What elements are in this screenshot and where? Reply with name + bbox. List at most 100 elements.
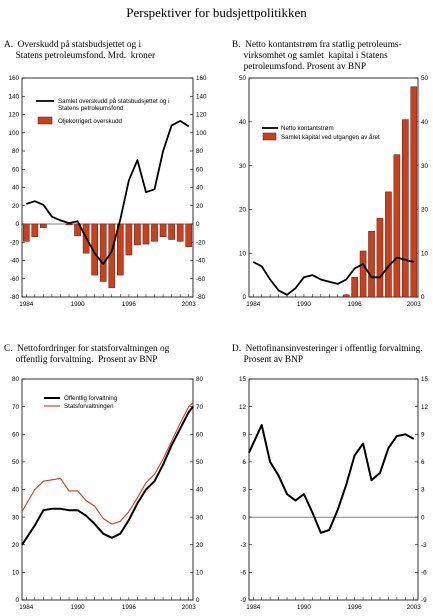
- y-tick-label-right: 20: [196, 203, 204, 210]
- bar: [402, 119, 409, 298]
- y-tick-label-left: -20: [10, 239, 20, 246]
- panel-title-line: virksomhet og samlet kapital i Statens: [232, 51, 388, 61]
- y-tick-label-left: 30: [239, 163, 247, 170]
- bar: [351, 277, 358, 298]
- y-tick-label-right: 0: [196, 597, 200, 604]
- plot-frame: [248, 77, 419, 298]
- legend-bar-swatch: [37, 116, 53, 125]
- plot-frame: [248, 378, 419, 601]
- y-tick-label-left: 70: [12, 404, 20, 411]
- x-tick-label: 2003: [407, 301, 422, 308]
- y-tick-label-left: 60: [12, 166, 20, 173]
- panel-a: A. Overskudd på statsbudsjettet og i Sta…: [4, 39, 207, 308]
- y-tick-label-right: -40: [196, 258, 206, 265]
- y-tick-label-left: 50: [12, 459, 20, 466]
- panel-d: D. Nettofinansinvesteringer i offentlig …: [232, 343, 429, 611]
- y-tick-label-left: -3: [240, 542, 246, 549]
- y-tick-label-left: -40: [10, 258, 20, 265]
- legend-label: Statens petroleumsfond: [58, 105, 124, 112]
- y-tick-label-right: 40: [196, 487, 204, 494]
- y-tick-label-left: 12: [239, 404, 247, 411]
- bar: [376, 217, 384, 298]
- bar: [151, 223, 158, 242]
- y-tick-label-right: 80: [196, 148, 204, 155]
- plot-frame: [21, 378, 194, 601]
- y-tick-label-right: 50: [421, 75, 429, 82]
- x-tick-label: 1990: [297, 301, 312, 308]
- bar: [342, 294, 350, 298]
- y-tick-label-left: -9: [240, 597, 246, 604]
- y-tick-label-left: 10: [239, 250, 247, 257]
- y-tick-label-left: 3: [242, 487, 246, 494]
- y-tick-label-left: 20: [12, 203, 20, 210]
- y-tick-label-right: -9: [421, 597, 427, 604]
- panel-title-line: D. Nettofinansinvesteringer i offentlig …: [232, 343, 423, 354]
- y-tick-label-right: 15: [421, 376, 429, 383]
- y-tick-label-right: 140: [196, 93, 207, 100]
- bar: [99, 223, 107, 282]
- y-tick-label-right: -20: [196, 239, 206, 246]
- bar: [142, 223, 150, 245]
- legend-label: Oljekorrigert overskudd: [58, 118, 123, 125]
- y-tick-label-left: 20: [239, 207, 247, 214]
- y-tick-label-right: -6: [421, 570, 427, 577]
- y-tick-label-left: 6: [242, 459, 246, 466]
- series-line: [26, 120, 190, 265]
- y-tick-label-left: 80: [12, 148, 20, 155]
- panel-title-line: B. Netto kontantstrøm fra statlig petrol…: [232, 39, 402, 50]
- x-tick-label: 2003: [182, 301, 197, 308]
- y-tick-label-left: 50: [239, 75, 247, 82]
- bar: [359, 250, 367, 298]
- y-tick-label-right: 60: [196, 166, 204, 173]
- legend-label: Offentlig forvaltning: [64, 395, 118, 402]
- y-tick-label-left: 20: [12, 542, 20, 549]
- y-tick-label-left: 120: [8, 112, 19, 119]
- bar: [65, 223, 73, 226]
- y-tick-label-left: -60: [10, 276, 20, 283]
- bar: [22, 223, 30, 242]
- x-tick-label: 1996: [348, 604, 363, 611]
- panel-c: C. Nettofordringer for statsforvaltninge…: [4, 343, 204, 611]
- panel-b: B. Netto kontantstrøm fra statlig petrol…: [232, 39, 429, 308]
- panel-title-line: A. Overskudd på statsbudsjettet og i: [4, 39, 142, 50]
- series-line: [21, 405, 194, 546]
- y-tick-label-right: -60: [196, 276, 206, 283]
- y-tick-label-right: 40: [196, 185, 204, 192]
- bar: [91, 223, 99, 276]
- y-tick-label-right: 80: [196, 376, 204, 383]
- y-tick-label-right: 30: [196, 514, 204, 521]
- y-tick-label-right: 0: [196, 221, 200, 228]
- x-tick-label: 1996: [122, 604, 137, 611]
- bar: [176, 223, 184, 242]
- y-tick-label-left: 40: [12, 487, 20, 494]
- legend-label: Statsforvaltningen: [64, 403, 114, 410]
- y-tick-label-right: 12: [421, 404, 429, 411]
- y-tick-label-right: 0: [421, 514, 425, 521]
- y-tick-label-right: 6: [421, 459, 425, 466]
- bar: [31, 223, 39, 238]
- series-line: [21, 402, 194, 525]
- y-tick-label-left: 100: [8, 130, 19, 137]
- y-tick-label-left: 160: [8, 75, 19, 82]
- bar: [125, 223, 133, 256]
- y-tick-label-right: -3: [421, 542, 427, 549]
- y-tick-label-right: 50: [196, 459, 204, 466]
- x-tick-label: 1984: [19, 604, 34, 611]
- y-tick-label-left: -6: [240, 570, 246, 577]
- y-tick-label-left: 60: [12, 431, 20, 438]
- bar: [410, 86, 418, 298]
- y-tick-label-right: 160: [196, 75, 207, 82]
- series-line: [248, 424, 415, 534]
- x-tick-label: 1990: [71, 604, 86, 611]
- bar: [185, 223, 193, 248]
- bar: [368, 231, 375, 298]
- x-tick-label: 1990: [297, 604, 312, 611]
- y-tick-label-right: 9: [421, 431, 425, 438]
- figure-title: Perspektiver for budsjettpolitikken: [126, 5, 307, 20]
- bar: [134, 223, 141, 246]
- y-tick-label-left: 10: [12, 570, 20, 577]
- series-line: [252, 256, 415, 296]
- x-tick-label: 1996: [348, 301, 363, 308]
- x-tick-label: 2003: [407, 604, 422, 611]
- panel-title-line: C. Nettofordringer for statsforvaltninge…: [4, 343, 170, 354]
